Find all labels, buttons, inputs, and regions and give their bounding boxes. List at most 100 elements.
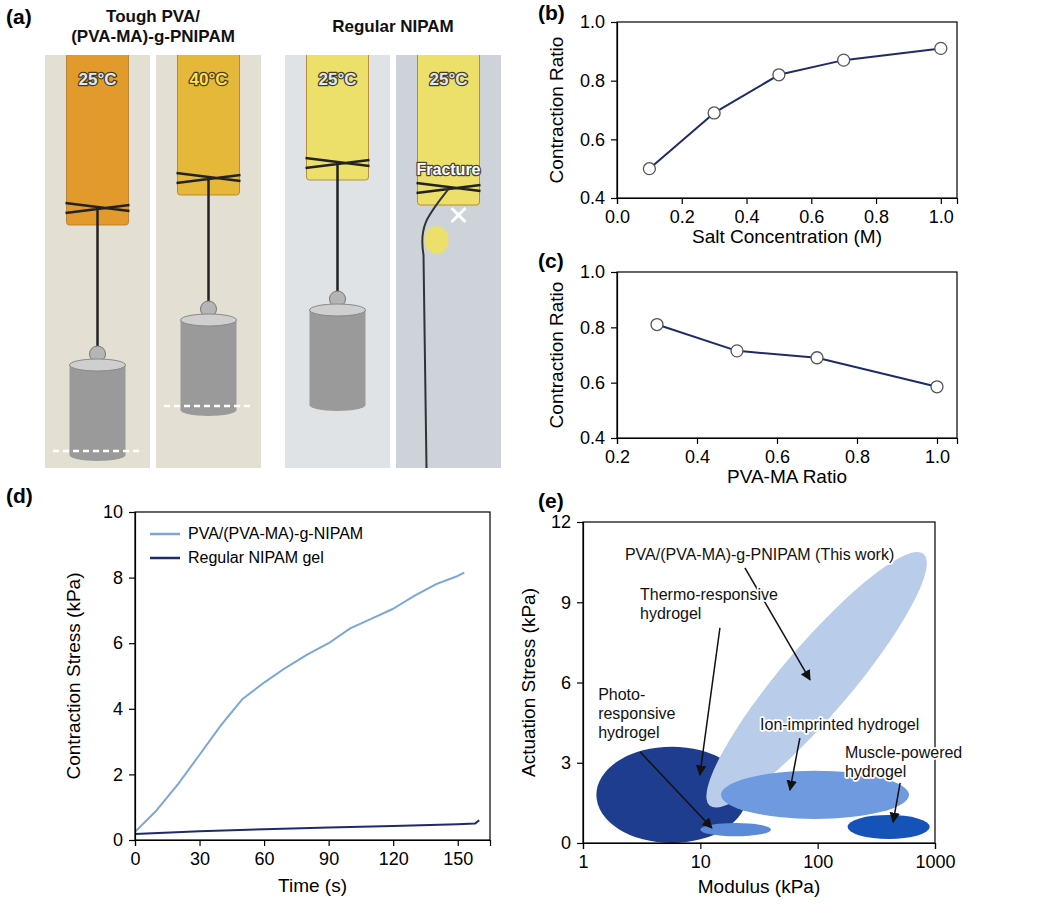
region-label-line: responsive bbox=[598, 705, 675, 722]
y-tick-mark bbox=[577, 602, 583, 603]
panel-letter: (e) bbox=[538, 489, 564, 512]
legend-label: Regular NIPAM gel bbox=[188, 549, 324, 566]
region-label-line: hydrogel bbox=[845, 763, 906, 780]
y-tick-label: 0.4 bbox=[580, 188, 605, 208]
y-tick-mark bbox=[611, 22, 617, 23]
gel-strip bbox=[178, 55, 240, 195]
x-axis: 0.20.40.60.81.0 bbox=[605, 438, 958, 467]
x-tick-mark bbox=[329, 840, 330, 846]
y-axis-line bbox=[611, 23, 618, 199]
x-tick: 150 bbox=[443, 840, 473, 869]
x-tick-mark bbox=[935, 843, 936, 849]
x-axis: 0306090120150 bbox=[130, 840, 490, 869]
x-tick: 0.8 bbox=[864, 198, 889, 227]
x-tick-label: 10 bbox=[691, 852, 711, 872]
y-tick: 10 bbox=[103, 502, 135, 522]
x-tick-label: 0.0 bbox=[605, 207, 630, 227]
y-tick: 9 bbox=[561, 593, 583, 613]
x-tick-mark bbox=[393, 840, 394, 846]
plot-area bbox=[643, 42, 946, 174]
y-tick-label: 6 bbox=[113, 633, 123, 653]
figure: (a)25°C40°CTough PVA/(PVA-MA)-g-PNIPAM25… bbox=[0, 0, 1043, 913]
y-tick-mark bbox=[129, 643, 135, 644]
x-tick-label: 0.8 bbox=[845, 447, 870, 467]
x-tick-label: 1.0 bbox=[925, 447, 950, 467]
y-tick: 0.8 bbox=[580, 318, 617, 338]
x-tick: 90 bbox=[319, 840, 339, 869]
x-tick-label: 150 bbox=[443, 849, 473, 869]
y-axis: 0.40.60.81.0 bbox=[580, 12, 618, 208]
y-axis-title: Contraction Ratio bbox=[546, 37, 567, 184]
x-axis-title: Time (s) bbox=[278, 875, 347, 896]
x-tick-mark bbox=[876, 198, 877, 204]
photo-annotation: Fracture bbox=[416, 161, 480, 178]
weight-top bbox=[310, 304, 366, 316]
plot-area bbox=[651, 319, 943, 393]
y-axis: 0.40.60.81.0 bbox=[580, 262, 618, 448]
x-tick-label: 120 bbox=[379, 849, 409, 869]
x-tick: 120 bbox=[379, 840, 409, 869]
region bbox=[848, 815, 930, 839]
x-tick-label: 0.6 bbox=[799, 207, 824, 227]
x-tick-label: 1000 bbox=[915, 852, 955, 872]
y-tick-mark bbox=[577, 843, 583, 844]
y-tick: 3 bbox=[561, 753, 583, 773]
y-tick-label: 9 bbox=[561, 593, 571, 613]
y-tick: 0.6 bbox=[580, 373, 617, 393]
y-tick-label: 0.6 bbox=[580, 130, 605, 150]
photo bbox=[156, 55, 261, 468]
x-axis-title: Modulus (kPa) bbox=[698, 876, 821, 897]
annotations: Thermo-responsivehydrogelPVA/(PVA-MA)-g-… bbox=[598, 546, 962, 828]
data-line bbox=[135, 573, 464, 832]
legend-swatch bbox=[150, 533, 180, 536]
y-axis-title: Contraction Stress (kPa) bbox=[63, 573, 84, 780]
arrow bbox=[700, 628, 720, 775]
x-axis-line bbox=[618, 199, 958, 205]
panel-letter: (a) bbox=[6, 5, 32, 28]
x-tick-mark bbox=[857, 438, 858, 444]
x-axis-title: PVA-MA Ratio bbox=[727, 466, 847, 487]
x-tick: 60 bbox=[255, 840, 275, 869]
data-line bbox=[657, 325, 937, 387]
string bbox=[207, 177, 210, 304]
x-tick: 0.2 bbox=[670, 198, 695, 227]
y-tick-label: 0.8 bbox=[580, 318, 605, 338]
x-tick-mark bbox=[700, 843, 701, 849]
arrow bbox=[893, 783, 900, 822]
y-tick-mark bbox=[611, 198, 617, 199]
x-axis-line bbox=[618, 439, 958, 445]
region-label: Ion-imprinted hydrogel bbox=[760, 716, 919, 733]
y-tick-mark bbox=[129, 840, 135, 841]
data-line bbox=[135, 820, 479, 834]
x-tick-label: 0.2 bbox=[605, 447, 630, 467]
group-head: Tough PVA/(PVA-MA)-g-PNIPAM bbox=[71, 7, 235, 46]
arrow bbox=[745, 568, 810, 680]
string bbox=[336, 162, 339, 294]
x-tick: 0.6 bbox=[799, 198, 824, 227]
weight-body bbox=[70, 365, 126, 455]
x-tick: 1.0 bbox=[929, 198, 954, 227]
level-line bbox=[164, 405, 253, 408]
region-label: Photo-responsivehydrogel bbox=[598, 686, 675, 741]
data-line bbox=[649, 48, 940, 168]
knot bbox=[417, 183, 481, 193]
plot-area bbox=[596, 532, 935, 843]
x-tick: 0.0 bbox=[605, 198, 630, 227]
weight-top bbox=[181, 314, 237, 326]
y-tick-label: 0 bbox=[113, 830, 123, 850]
y-tick-label: 1.0 bbox=[580, 12, 605, 32]
y-tick: 0 bbox=[113, 830, 135, 850]
data-point bbox=[935, 42, 947, 54]
region bbox=[683, 532, 935, 829]
x-axis-line bbox=[584, 844, 936, 850]
region-label-line: PVA/(PVA-MA)-g-PNIPAM (This work) bbox=[625, 546, 894, 563]
weight-body bbox=[181, 320, 237, 410]
region-label-line: Photo- bbox=[598, 686, 645, 703]
x-axis-title: Salt Concentration (M) bbox=[692, 226, 882, 247]
y-tick: 0 bbox=[561, 833, 583, 853]
plot-frame bbox=[617, 272, 957, 438]
x-tick-label: 100 bbox=[803, 852, 833, 872]
temperature-label: 25°C bbox=[430, 70, 468, 89]
y-tick-label: 0.4 bbox=[580, 428, 605, 448]
group-head-line: Regular NIPAM bbox=[332, 17, 454, 36]
